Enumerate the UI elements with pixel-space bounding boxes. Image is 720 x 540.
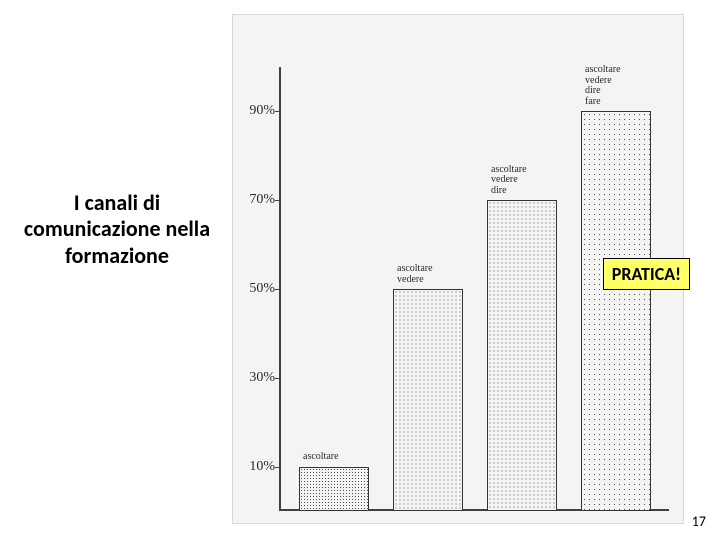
bar-label: ascoltare vedere dire fare [585, 65, 621, 107]
y-tick-mark [275, 378, 281, 379]
y-tick-label: 10% [235, 459, 275, 475]
y-tick-label: 50% [235, 281, 275, 297]
y-tick-mark [275, 200, 281, 201]
y-tick-label: 70% [235, 192, 275, 208]
bar [581, 111, 651, 511]
bar [393, 289, 463, 511]
bar [487, 200, 557, 511]
slide: I canali di comunicazione nella formazio… [0, 0, 720, 540]
page-number: 17 [692, 513, 706, 530]
bar-label: ascoltare [303, 452, 339, 463]
y-tick-mark [275, 111, 281, 112]
callout-pratica: PRATICA! [603, 258, 690, 290]
y-tick-mark [275, 289, 281, 290]
bar-label: ascoltare vedere dire [491, 165, 527, 197]
y-tick-mark [275, 467, 281, 468]
y-tick-label: 30% [235, 370, 275, 386]
left-title: I canali di comunicazione nella formazio… [12, 190, 222, 269]
bar-label: ascoltare vedere [397, 264, 433, 285]
y-tick-label: 90% [235, 103, 275, 119]
bar [299, 467, 369, 511]
